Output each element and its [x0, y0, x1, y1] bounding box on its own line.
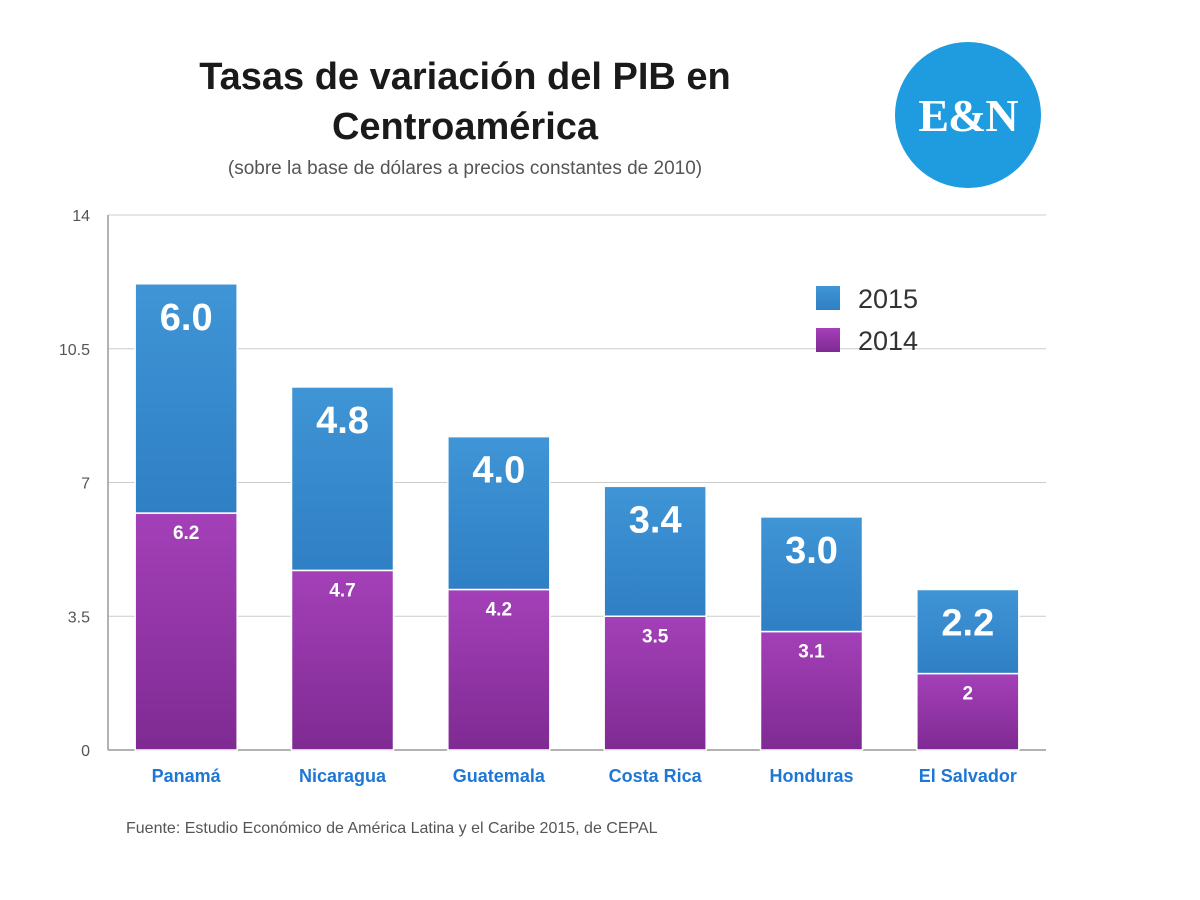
- data-label-2014: 2: [963, 684, 974, 705]
- brand-logo-text: E&N: [918, 89, 1018, 141]
- x-tick-label: Honduras: [769, 766, 853, 786]
- bars: [134, 283, 1020, 751]
- x-tick-label: Guatemala: [453, 766, 546, 786]
- data-label-2015: 2.2: [941, 603, 994, 645]
- y-tick-label: 14: [72, 208, 90, 225]
- title-line-2: Centroamérica: [331, 106, 599, 148]
- data-label-2015: 3.4: [629, 499, 682, 541]
- data-labels: 6.2 6.0 4.7 4.8 4.2 4.0 3.5 3.4 3.1 3.0 2 2.2: [160, 297, 994, 705]
- data-label-2014: 3.1: [798, 642, 825, 663]
- y-tick-label: 0: [81, 743, 90, 760]
- y-tick-label: 10.5: [59, 342, 90, 359]
- brand-logo: E&N: [895, 42, 1041, 188]
- chart-title: Tasas de variación del PIB en Centroamér…: [90, 52, 840, 152]
- legend-label-2015: 2015: [858, 284, 918, 314]
- y-tick-label: 3.5: [68, 609, 90, 626]
- bar-2015: [759, 516, 864, 633]
- bar-2014: [134, 512, 238, 751]
- data-label-2015: 6.0: [160, 297, 213, 339]
- data-label-2014: 4.2: [486, 600, 512, 621]
- chart-subtitle: (sobre la base de dólares a precios cons…: [227, 158, 703, 179]
- legend-swatch-2014: [816, 328, 840, 352]
- data-label-2015: 3.0: [785, 530, 838, 572]
- x-tick-label: Nicaragua: [299, 766, 387, 786]
- data-label-2014: 6.2: [173, 523, 199, 544]
- x-tick-label: Panamá: [152, 766, 222, 786]
- legend-label-2014: 2014: [858, 326, 918, 356]
- bar-2015: [290, 386, 395, 572]
- data-label-2015: 4.8: [316, 400, 369, 442]
- bar-2015: [447, 435, 551, 591]
- data-label-2015: 4.0: [472, 450, 525, 492]
- x-axis: Panamá Nicaragua Guatemala Costa Rica Hondur…: [152, 766, 1017, 786]
- x-tick-label: El Salvador: [919, 766, 1017, 786]
- data-label-2014: 4.7: [329, 580, 355, 601]
- title-line-1: Tasas de variación del PIB en: [199, 56, 731, 98]
- data-label-2014: 3.5: [642, 626, 669, 647]
- y-axis: 0 3.5 7 10.5 14: [59, 208, 109, 760]
- grid-lines: [108, 214, 1046, 751]
- y-tick-label: 7: [81, 476, 90, 493]
- bar-2014: [916, 672, 1020, 751]
- x-tick-label: Costa Rica: [609, 766, 703, 786]
- bar-2014: [290, 569, 395, 751]
- bar-2015: [134, 283, 238, 514]
- bar-2015: [916, 588, 1020, 675]
- legend: 2015 2014: [816, 284, 918, 356]
- bar-2014: [603, 615, 707, 751]
- bar-2015: [603, 485, 707, 618]
- bar-2014: [759, 630, 864, 751]
- source-note: Fuente: Estudio Económico de América Lat…: [126, 820, 658, 837]
- legend-swatch-2015: [816, 286, 840, 310]
